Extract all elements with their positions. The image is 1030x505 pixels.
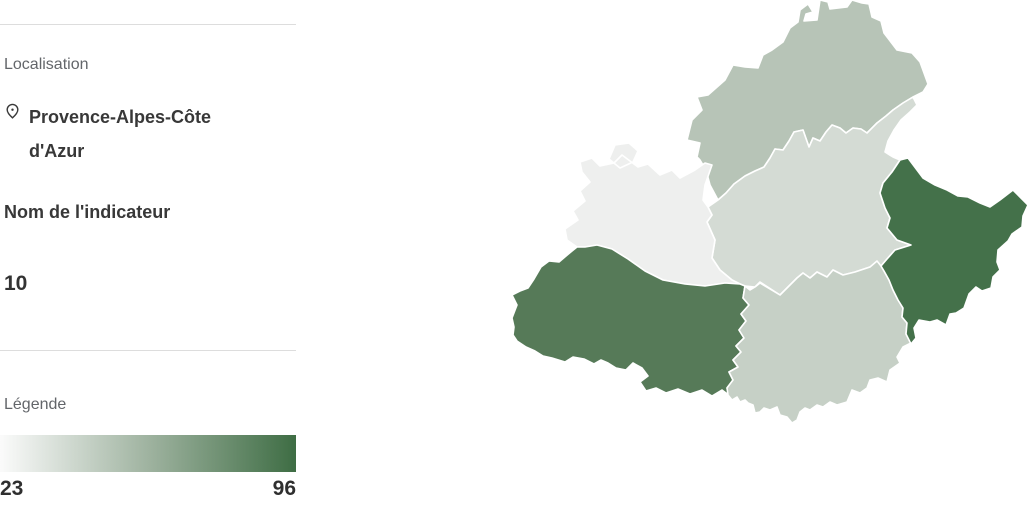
department-alpes-maritimes[interactable]	[879, 157, 1029, 345]
sidebar-top-divider	[0, 24, 296, 25]
department-vaucluse[interactable]	[564, 142, 741, 287]
location-value: Provence-Alpes-Côte d'Azur	[29, 107, 212, 161]
legend-scale: 23 96	[0, 478, 296, 500]
legend-gradient-bar	[0, 435, 296, 472]
legend-max-value: 96	[272, 477, 296, 500]
indicator-name-label: Nom de l'indicateur	[4, 202, 171, 222]
department-bouches-du-rhone[interactable]	[511, 244, 750, 397]
map-pin-icon	[4, 103, 21, 125]
sidebar: Localisation Provence-Alpes-Côte d'Azur …	[0, 0, 296, 505]
department-var[interactable]	[726, 260, 912, 424]
location-label: Localisation	[4, 56, 89, 73]
legend-label: Légende	[4, 396, 67, 413]
legend-min-value: 23	[0, 477, 24, 500]
location-row: Provence-Alpes-Côte d'Azur	[4, 100, 264, 168]
sidebar-mid-divider	[0, 350, 296, 351]
indicator-value: 10	[4, 272, 28, 295]
